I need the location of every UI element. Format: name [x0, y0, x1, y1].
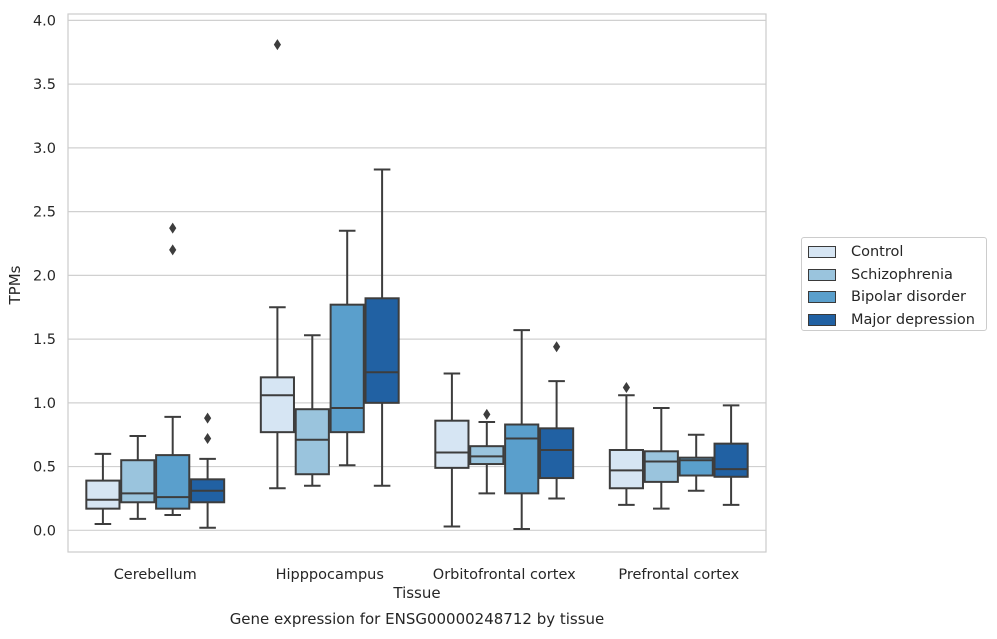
- outlier-point: [204, 433, 212, 445]
- y-tick-label: 1.5: [33, 332, 56, 348]
- legend-label: Bipolar disorder: [851, 289, 966, 306]
- y-tick-label: 2.0: [33, 268, 56, 284]
- box-iqr: [539, 427, 575, 480]
- box-schizophrenia: [120, 434, 156, 520]
- y-axis-label: TPMs: [6, 265, 24, 305]
- outlier-point: [553, 341, 561, 353]
- outlier-point: [169, 222, 177, 234]
- outlier-point: [169, 244, 177, 256]
- box-iqr: [608, 449, 644, 490]
- box-major-depression: [713, 404, 749, 506]
- legend-swatch: [808, 291, 836, 304]
- legend-item: Schizophrenia: [808, 264, 986, 287]
- box-bipolar-disorder: [155, 222, 191, 517]
- legend-label: Major depression: [851, 311, 975, 328]
- box-iqr: [469, 445, 505, 466]
- box-bipolar-disorder: [678, 433, 714, 492]
- y-tick-label: 3.0: [33, 141, 56, 157]
- y-tick-label: 0.0: [33, 523, 56, 539]
- legend-item: Control: [808, 241, 986, 264]
- outlier-point: [273, 39, 281, 51]
- legend-label: Control: [851, 244, 904, 261]
- box-schizophrenia: [469, 408, 505, 495]
- legend-label: Schizophrenia: [851, 266, 953, 283]
- box-iqr: [120, 459, 156, 504]
- x-tick-label: Cerebellum: [114, 567, 197, 583]
- x-axis-label: Tissue: [392, 584, 440, 602]
- y-tick-label: 2.5: [33, 205, 56, 221]
- box-iqr: [155, 454, 191, 510]
- box-iqr: [713, 442, 749, 478]
- box-control: [85, 452, 121, 525]
- box-control: [259, 39, 295, 490]
- box-iqr: [294, 408, 330, 476]
- y-tick-labels: 0.0 0.5 1.0 1.5 2.0 2.5 3.0 3.5 4.0: [33, 13, 56, 539]
- box-schizophrenia: [643, 406, 679, 510]
- box-iqr: [504, 423, 540, 495]
- x-tick-labels: Cerebellum Hipppocampus Orbitofrontal cort…: [114, 567, 740, 583]
- x-tick-label: Prefrontal cortex: [618, 567, 739, 583]
- plot-frame: [67, 13, 767, 553]
- y-tick-label: 4.0: [33, 13, 56, 29]
- outlier-point: [622, 382, 630, 394]
- box-iqr: [259, 376, 295, 434]
- box-control: [608, 382, 644, 506]
- legend-item: Major depression: [808, 309, 986, 332]
- box-groups: [85, 39, 749, 531]
- box-iqr: [643, 450, 679, 483]
- y-tick-label: 1.0: [33, 396, 56, 412]
- x-tick-label: Hipppocampus: [276, 567, 384, 583]
- box-iqr: [364, 297, 400, 404]
- y-tick-label: 0.5: [33, 460, 56, 476]
- legend-swatch: [808, 268, 836, 281]
- box-iqr: [329, 303, 365, 434]
- box-iqr: [678, 456, 714, 477]
- outlier-point: [483, 408, 491, 420]
- box-iqr: [434, 419, 470, 469]
- legend-item: Bipolar disorder: [808, 286, 986, 309]
- figure-caption: Gene expression for ENSG00000248712 by t…: [229, 610, 605, 628]
- box-major-depression: [190, 412, 226, 529]
- box-bipolar-disorder: [504, 329, 540, 531]
- legend-swatch: [808, 246, 836, 259]
- legend: Control Schizophrenia Bipolar disorder Majo…: [801, 237, 987, 331]
- box-bipolar-disorder: [329, 229, 365, 467]
- box-schizophrenia: [294, 334, 330, 487]
- box-major-depression: [539, 341, 575, 500]
- box-iqr: [85, 479, 121, 510]
- legend-swatch: [808, 313, 836, 326]
- box-major-depression: [364, 168, 400, 487]
- y-tick-label: 3.5: [33, 77, 56, 93]
- box-control: [434, 372, 470, 528]
- outlier-point: [204, 412, 212, 424]
- x-tick-label: Orbitofrontal cortex: [433, 567, 576, 583]
